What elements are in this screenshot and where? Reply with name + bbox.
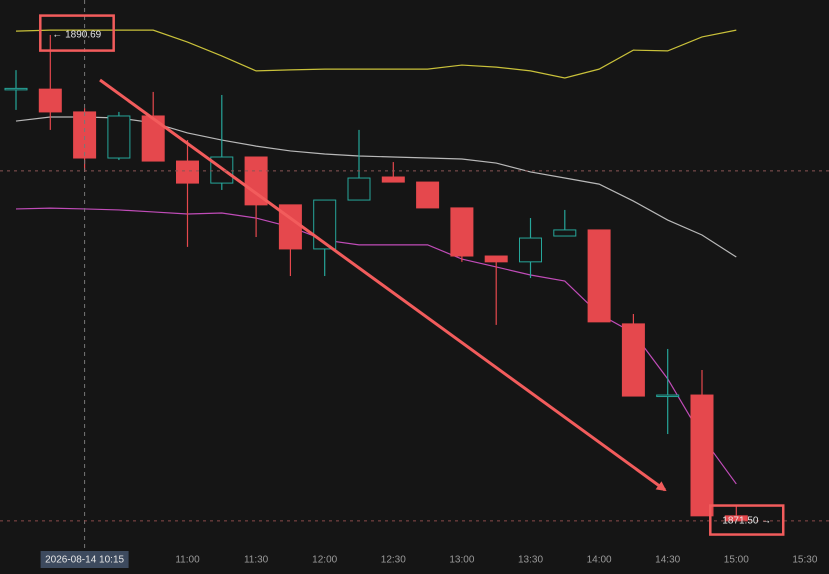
x-tick-label: 15:00 xyxy=(724,555,749,566)
x-tick-label: 14:30 xyxy=(655,555,680,566)
crosshair-label-bg xyxy=(40,551,129,568)
candle-body xyxy=(141,115,165,162)
candles xyxy=(4,34,748,522)
trend-arrow xyxy=(99,78,667,492)
candle-body xyxy=(176,160,199,184)
candle-body xyxy=(347,177,371,201)
crosshair-label: 2026-08-14 10:15 xyxy=(45,555,124,566)
candle-body xyxy=(587,229,611,323)
candle-body xyxy=(690,394,714,517)
indicator-line xyxy=(15,29,737,79)
x-tick-label: 11:30 xyxy=(244,555,269,566)
price-annotation: 1871.50 → xyxy=(722,516,771,527)
candle-body xyxy=(450,207,474,257)
candle-body xyxy=(244,156,268,206)
candle-body xyxy=(73,111,97,159)
x-tick-label: 13:30 xyxy=(518,555,543,566)
candle-body xyxy=(621,323,645,397)
x-tick-label: 15:30 xyxy=(792,555,817,566)
x-tick-label: 12:30 xyxy=(381,555,406,566)
candle-body xyxy=(107,115,131,159)
overlay: ← 1890.69 1871.50 → xyxy=(0,0,829,548)
indicator-lines xyxy=(15,29,737,485)
indicator-line xyxy=(15,116,737,258)
candle-body xyxy=(484,255,508,263)
x-tick-label: 13:00 xyxy=(449,555,474,566)
indicator-line xyxy=(15,207,737,485)
x-tick-label: 11:00 xyxy=(175,555,200,566)
candle-body xyxy=(381,176,405,183)
annotation-box xyxy=(709,504,785,536)
price-annotation: ← 1890.69 xyxy=(52,30,101,41)
candle-body xyxy=(656,394,680,398)
candle-body xyxy=(416,181,440,209)
candle-body xyxy=(313,199,337,250)
candle-body xyxy=(519,237,542,263)
annotation-box xyxy=(39,14,115,52)
candle-body xyxy=(4,87,28,91)
x-tick-label: 14:00 xyxy=(587,555,612,566)
time-axis: 11:00 11:30 12:00 12:30 13:00 13:30 14:00 14:30… xyxy=(40,551,818,568)
candle-body xyxy=(553,229,577,237)
x-tick-label: 12:00 xyxy=(312,555,337,566)
candle-body xyxy=(38,88,62,113)
